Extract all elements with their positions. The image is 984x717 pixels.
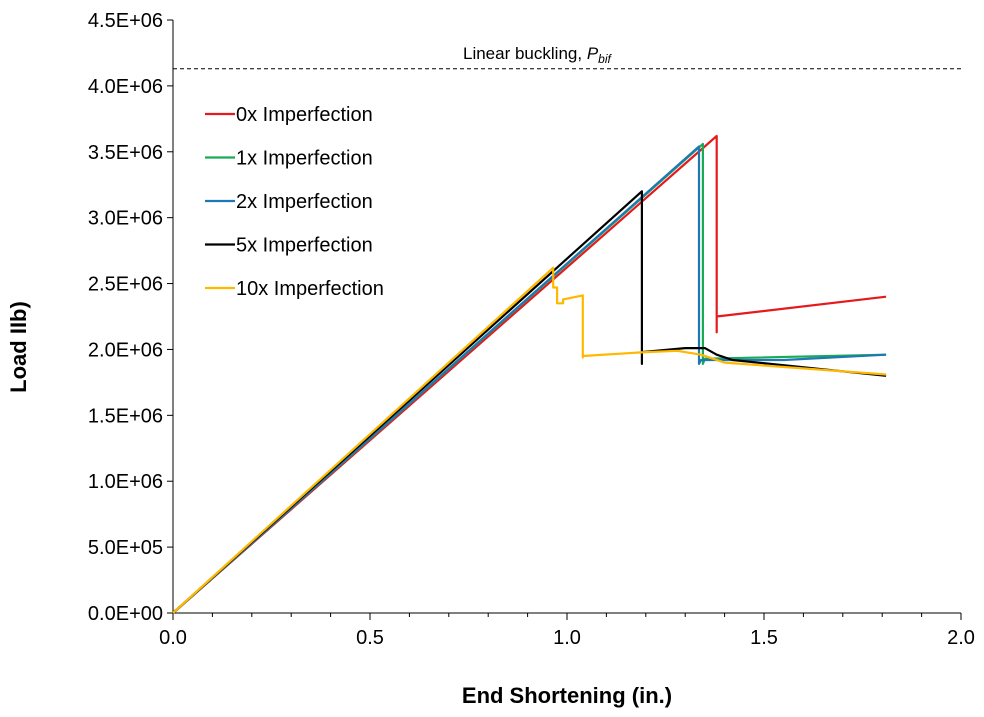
axes — [167, 19, 962, 620]
legend-label-1: 1x Imperfection — [236, 148, 373, 170]
y-tick-label: 1.5E+06 — [88, 405, 163, 427]
tick-labels: 0.0E+00 5.0E+05 1.0E+06 1.5E+06 2.0E+06 2.5E+… — [88, 10, 975, 649]
reference-line-label: Linear buckling, Pbif — [463, 44, 612, 66]
x-tick-label: 0.5 — [356, 627, 384, 649]
legend-label-4: 10x Imperfection — [236, 278, 384, 300]
x-tick-label: 1.0 — [553, 627, 581, 649]
series-group — [172, 134, 887, 614]
series-line-3 — [172, 190, 887, 614]
x-axis-title: End Shortening (in.) — [462, 683, 672, 708]
x-tick-label: 2.0 — [947, 627, 975, 649]
y-tick-label: 3.5E+06 — [88, 142, 163, 164]
reference-line-group: Linear buckling, Pbif — [173, 44, 961, 70]
series-line-0 — [172, 134, 887, 614]
series-line-2 — [172, 145, 887, 614]
x-tick-label: 1.5 — [750, 627, 778, 649]
y-tick-label: 3.0E+06 — [88, 208, 163, 230]
legend-label-0: 0x Imperfection — [236, 104, 373, 126]
y-axis-title: Load IIb) — [6, 301, 31, 393]
legend-label-3: 5x Imperfection — [236, 235, 373, 257]
series-line-4 — [172, 266, 887, 614]
y-tick-label: 4.0E+06 — [88, 76, 163, 98]
y-tick-label: 2.5E+06 — [88, 274, 163, 296]
legend: 0x Imperfection 1x Imperfection 2x Imperfe… — [205, 104, 384, 300]
series-line-1 — [172, 142, 887, 614]
y-tick-label: 5.0E+05 — [88, 537, 163, 559]
y-tick-label: 4.5E+06 — [88, 10, 163, 32]
y-tick-label: 1.0E+06 — [88, 471, 163, 493]
x-tick-label: 0.0 — [159, 627, 187, 649]
y-tick-label: 2.0E+06 — [88, 339, 163, 361]
legend-label-2: 2x Imperfection — [236, 191, 373, 213]
y-tick-label: 0.0E+00 — [88, 603, 163, 625]
